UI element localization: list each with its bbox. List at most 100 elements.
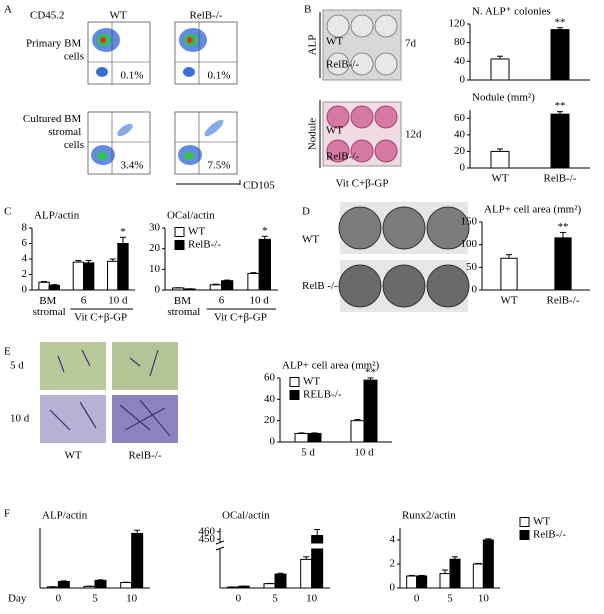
bar [311, 548, 324, 589]
day-label: 7d [405, 38, 417, 50]
bar [294, 432, 309, 443]
bar [554, 237, 572, 291]
column-label: RelB-/- [190, 10, 223, 22]
y-tick-label: 60 [264, 372, 276, 384]
y-tick-label: 4 [22, 253, 28, 265]
bar [307, 432, 322, 443]
legend-swatch [289, 390, 300, 400]
percentage: 7.5% [208, 160, 231, 172]
genotype: RelB-/- [326, 151, 359, 163]
y-tick-label: 6 [22, 237, 28, 249]
x-tick-label: 0 [236, 593, 242, 605]
significance: ** [365, 367, 376, 379]
y-tick-label: 0 [155, 284, 161, 296]
x-tick-label: 10 d [250, 295, 270, 307]
y-tick-label: 2 [22, 268, 28, 280]
axis-break [215, 540, 225, 545]
bar [274, 573, 287, 589]
y-tick-label: 0 [22, 284, 28, 296]
chart-title: ALP+ cell area (mm²) [282, 360, 379, 372]
bar [350, 420, 365, 443]
y-tick-label: 0 [472, 284, 478, 296]
bar [117, 243, 129, 291]
x-tick-label: 5 [272, 593, 278, 605]
bar [263, 583, 276, 589]
flow-panel: CD45.2 WT RelB-/- Primary BM cells Cultu… [23, 10, 275, 192]
panel-label: E [4, 346, 11, 358]
bar [550, 113, 570, 169]
bar [363, 379, 378, 443]
bar [300, 558, 313, 589]
y-tick-label: 20 [264, 414, 276, 426]
column-label: WT [109, 10, 126, 22]
chart-title: ALP/actin [42, 510, 88, 522]
bar [482, 539, 494, 589]
wells-panel: ALP Nodule WT RelB-/- WT RelB-/- 7d 12d … [307, 9, 422, 190]
panel-label: F [4, 508, 10, 520]
row-label: WT [302, 234, 319, 246]
column-label: RelB-/- [129, 450, 162, 462]
y-tick-label: 20 [149, 242, 161, 254]
bar [131, 532, 144, 589]
x-tick-label: WT [500, 295, 517, 307]
chart-title: ALP/actin [34, 210, 80, 222]
percentage: 0.1% [121, 70, 144, 82]
row-label: ALP [307, 35, 319, 56]
chart-title: ALP+ cell area (mm²) [484, 204, 581, 216]
panel-label: A [4, 4, 12, 16]
bar [247, 272, 260, 291]
bar [107, 260, 119, 291]
y-tick-label: 60 [454, 112, 466, 124]
y-tick-label: 150 [461, 216, 478, 228]
y-tick-label: 0 [270, 436, 276, 448]
axis-break [215, 546, 225, 551]
bar [120, 582, 133, 589]
group-label: Vit C+β-GP [74, 312, 127, 324]
bar [72, 261, 84, 291]
bar [439, 573, 451, 589]
x-tick-label: 6 [219, 295, 225, 307]
panel-label: C [4, 206, 11, 218]
flow-plot [87, 21, 151, 85]
bar [449, 558, 461, 589]
x-tick-label: 5 [447, 593, 453, 605]
row-label: RelB -/- [302, 280, 338, 292]
legend-label: WT [533, 516, 550, 528]
day-label: 12d [405, 129, 422, 141]
x-tick-label: 6 [81, 295, 87, 307]
panel-label: B [304, 4, 311, 16]
y-tick-label: 450 [199, 533, 216, 545]
legend-swatch [174, 240, 185, 250]
bar [48, 284, 60, 291]
y-tick-label: 2 [390, 558, 396, 570]
legend-label: RELB-/- [303, 389, 342, 401]
panel-e-images: 5 d 10 d WT RelB-/- [10, 342, 178, 462]
x-tick-label: 10 d [354, 447, 374, 459]
y-tick-label: 0 [460, 74, 466, 86]
bar [57, 580, 70, 589]
significance: * [120, 226, 126, 238]
row-label: Cultured BM stromal cells [23, 113, 84, 151]
y-tick-label: 8 [22, 222, 28, 234]
bar [311, 535, 324, 544]
bar [221, 280, 234, 291]
x-tick-label: 10 d [108, 295, 128, 307]
bar [94, 579, 107, 589]
bar [258, 238, 271, 291]
chart-title: OCal/actin [167, 210, 215, 222]
y-tick-label: 100 [461, 238, 478, 250]
chart-title: Runx2/actin [402, 510, 456, 522]
marker-x: CD105 [243, 180, 275, 192]
y-tick-label: 50 [466, 261, 478, 273]
bar [490, 150, 510, 169]
bar [406, 575, 418, 589]
x-tick-label: 5 [92, 593, 98, 605]
percentage: 3.4% [121, 160, 144, 172]
bar [490, 58, 510, 81]
bar [209, 284, 222, 291]
row-label: Nodule [307, 118, 319, 151]
y-tick-label: 30 [149, 222, 161, 234]
bar [472, 563, 484, 589]
flow-plot [174, 21, 238, 85]
